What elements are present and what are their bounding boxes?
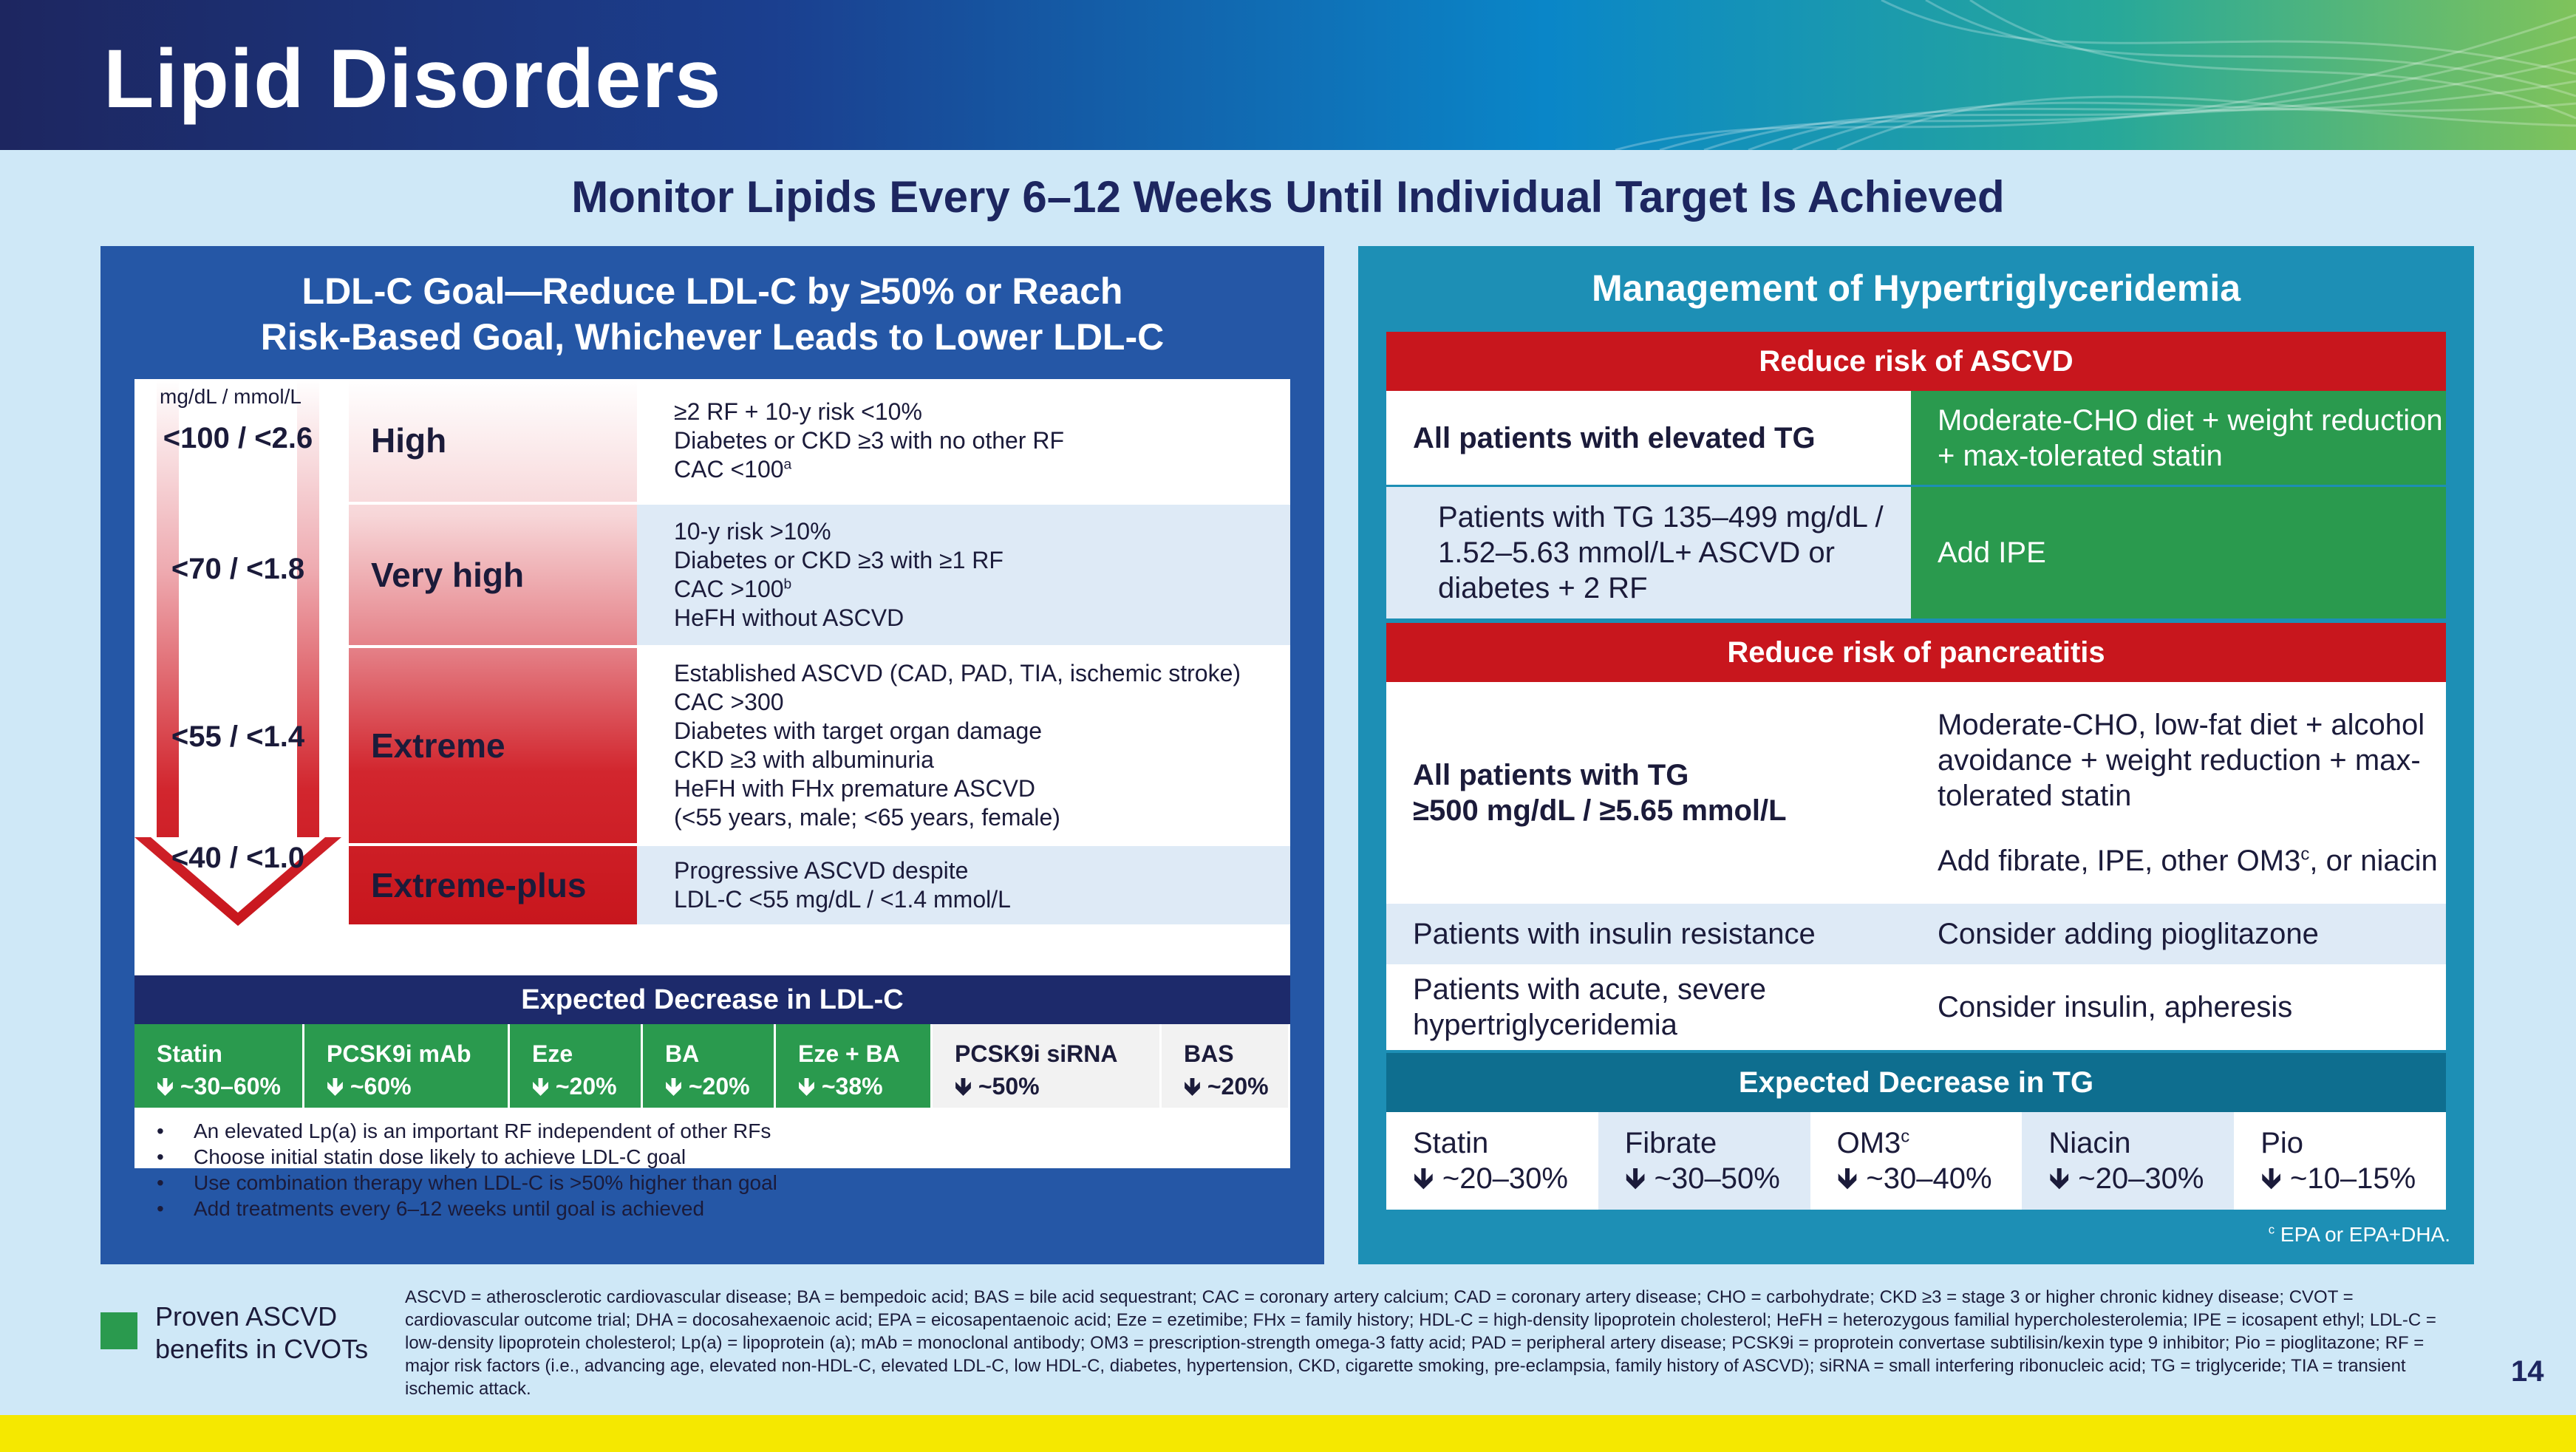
footnote-ab: a And <75th age/sex percentile. b Or ≥75… <box>726 931 1290 955</box>
hypertriglyceridemia-panel: Management of Hypertriglyceridemia Reduc… <box>1358 246 2474 1264</box>
row-acute-severe-label: Patients with acute, severe hypertriglyc… <box>1386 964 1911 1050</box>
tg-decrease-cell: Pio 🡻 ~10–15% <box>2234 1112 2446 1210</box>
footnote-c: c EPA or EPA+DHA. <box>2268 1222 2450 1246</box>
drug-name: PCSK9i siRNA <box>955 1040 1118 1067</box>
units-label: mg/dL / mmol/L <box>160 385 301 408</box>
tg-decrease-title: Expected Decrease in TG <box>1386 1053 2446 1112</box>
tg-drug-name: Pio <box>2260 1127 2303 1159</box>
drug-decrease-value: 🡻 ~20% <box>665 1073 750 1100</box>
category-high: High <box>371 421 447 460</box>
ldl-notes-list: An elevated Lp(a) is an important RF ind… <box>134 1108 1290 1221</box>
ldl-decrease-cell: PCSK9i mAb 🡻 ~60% <box>304 1024 510 1108</box>
abbreviations-footnote: ASCVD = atherosclerotic cardiovascular d… <box>405 1287 2436 1399</box>
tg-decrease-cell: Statin 🡻 ~20–30% <box>1386 1112 1598 1210</box>
tg-expected-decrease: Expected Decrease in TG Statin 🡻 ~20–30% F… <box>1386 1053 2446 1210</box>
category-very-high: Very high <box>371 556 525 594</box>
criteria-extreme-plus: Progressive ASCVD despite LDL-C <55 mg/d… <box>637 846 1290 924</box>
criteria-extreme: Established ASCVD (CAD, PAD, TIA, ischem… <box>674 660 1241 831</box>
tg-decrease-value: 🡻 ~30–50% <box>1624 1162 1780 1195</box>
drug-decrease-value: 🡻 ~38% <box>798 1073 883 1100</box>
header-banner: Lipid Disorders <box>0 0 2576 150</box>
ldl-decrease-title: Expected Decrease in LDL-C <box>134 975 1290 1024</box>
tg-drug-name: OM3c <box>1836 1126 1910 1159</box>
drug-decrease-value: 🡻 ~60% <box>327 1073 412 1100</box>
tg-decrease-cell: Niacin 🡻 ~20–30% <box>2022 1112 2235 1210</box>
pancreatitis-section-title: Reduce risk of pancreatitis <box>1386 623 2446 682</box>
drug-decrease-value: 🡻 ~20% <box>1184 1073 1269 1100</box>
list-item: Choose initial statin dose likely to ach… <box>157 1144 1290 1170</box>
target-value-high: <100 / <2.6 <box>163 422 313 454</box>
ascvd-section-title: Reduce risk of ASCVD <box>1386 332 2446 391</box>
ldl-decrease-row: Statin 🡻 ~30–60% PCSK9i mAb 🡻 ~60% Eze 🡻 ~20%… <box>134 1024 1290 1108</box>
ldl-goal-table: mg/dL / mmol/L <100 / <2.6 <70 / <1.8 <5… <box>134 379 1290 1220</box>
target-value-extreme: <55 / <1.4 <box>171 720 305 753</box>
tg-decrease-cell: OM3c 🡻 ~30–40% <box>1810 1112 2023 1210</box>
page-number: 14 <box>2511 1355 2544 1388</box>
category-extreme: Extreme <box>371 726 505 765</box>
row-elevated-tg-label: All patients with elevated TG <box>1386 391 1911 485</box>
ldl-goal-panel: LDL-C Goal—Reduce LDL-C by ≥50% or Reach… <box>100 246 1324 1264</box>
tg-drug-name: Statin <box>1413 1127 1489 1159</box>
row-insulin-resistance-label: Patients with insulin resistance <box>1386 904 1911 964</box>
criteria-high: ≥2 RF + 10-y risk <10% Diabetes or CKD ≥… <box>674 398 1064 483</box>
tg-decrease-value: 🡻 ~20–30% <box>2048 1162 2204 1195</box>
tg-decrease-value: 🡻 ~20–30% <box>1413 1162 1568 1195</box>
tg-decrease-value: 🡻 ~10–15% <box>2260 1162 2416 1195</box>
hypertriglyceridemia-heading: Management of Hypertriglyceridemia <box>1591 267 2241 309</box>
tg-decrease-row: Statin 🡻 ~20–30% Fibrate 🡻 ~30–50% OM3c 🡻 ~30… <box>1386 1112 2446 1210</box>
risk-category-column: High Very high Extreme Extreme-plus <box>349 379 637 924</box>
drug-name: Statin <box>157 1040 222 1067</box>
ldl-goal-heading-line1: LDL-C Goal—Reduce LDL-C by ≥50% or Reach <box>301 270 1123 312</box>
list-item: Use combination therapy when LDL-C is >5… <box>157 1170 1290 1196</box>
legend-green-swatch <box>100 1312 137 1349</box>
drug-name: Eze <box>532 1040 573 1067</box>
row-insulin-resistance-treatment: Consider adding pioglitazone <box>1911 904 2446 964</box>
criteria-very-high: 10-y risk >10% Diabetes or CKD ≥3 with ≥… <box>637 505 1290 645</box>
tg-drug-name: Fibrate <box>1624 1127 1717 1159</box>
ldl-decrease-cell: PCSK9i siRNA 🡻 ~50% <box>933 1024 1162 1108</box>
risk-arrow: mg/dL / mmol/L <100 / <2.6 <70 / <1.8 <5… <box>134 379 341 926</box>
page-title: Lipid Disorders <box>103 33 722 125</box>
ldl-goal-heading-line2: Risk-Based Goal, Whichever Leads to Lowe… <box>260 316 1165 358</box>
drug-name: BA <box>665 1040 700 1067</box>
list-item: An elevated Lp(a) is an important RF ind… <box>157 1118 1290 1144</box>
row-tg-500-treatment: Moderate-CHO, low-fat diet + alcohol avo… <box>1911 682 2446 904</box>
ldl-decrease-cell: BA 🡻 ~20% <box>643 1024 776 1108</box>
drug-name: BAS <box>1184 1040 1234 1067</box>
legend-label: Proven ASCVD benefits in CVOTs <box>155 1301 369 1364</box>
row-elevated-tg-treatment: Moderate-CHO diet + weight reduction + m… <box>1911 391 2446 485</box>
page-subtitle: Monitor Lipids Every 6–12 Weeks Until In… <box>571 172 2005 222</box>
drug-name: Eze + BA <box>798 1040 900 1067</box>
ldl-expected-decrease: Expected Decrease in LDL-C Statin 🡻 ~30–6… <box>134 975 1290 1220</box>
drug-decrease-value: 🡻 ~50% <box>955 1073 1040 1100</box>
row-tg-135-499-treatment: Add IPE <box>1911 487 2446 618</box>
drug-decrease-value: 🡻 ~30–60% <box>157 1073 281 1100</box>
arrow-center-mask <box>151 379 325 913</box>
target-value-extreme-plus: <40 / <1.0 <box>171 842 305 874</box>
tg-decrease-cell: Fibrate 🡻 ~30–50% <box>1598 1112 1810 1210</box>
pancreatitis-section: Reduce risk of pancreatitis All patients… <box>1386 623 2446 1050</box>
ascvd-section: Reduce risk of ASCVD All patients with e… <box>1386 332 2446 618</box>
tg-decrease-value: 🡻 ~30–40% <box>1836 1162 1992 1195</box>
drug-decrease-value: 🡻 ~20% <box>532 1073 617 1100</box>
target-value-very-high: <70 / <1.8 <box>171 553 305 585</box>
row-acute-severe-treatment: Consider insulin, apheresis <box>1911 964 2446 1050</box>
ldl-decrease-cell: Statin 🡻 ~30–60% <box>134 1024 304 1108</box>
ldl-decrease-cell: BAS 🡻 ~20% <box>1162 1024 1290 1108</box>
ldl-goal-heading: LDL-C Goal—Reduce LDL-C by ≥50% or Reach… <box>100 268 1324 360</box>
ldl-decrease-cell: Eze 🡻 ~20% <box>510 1024 643 1108</box>
ldl-decrease-cell: Eze + BA 🡻 ~38% <box>776 1024 933 1108</box>
wave-pattern-decoration <box>1615 0 2576 150</box>
category-extreme-plus: Extreme-plus <box>371 866 587 904</box>
tg-drug-name: Niacin <box>2048 1127 2131 1159</box>
drug-name: PCSK9i mAb <box>327 1040 471 1067</box>
row-tg-135-499-label: Patients with TG 135–499 mg/dL / 1.52–5.… <box>1386 487 1911 618</box>
bottom-accent-bar <box>0 1415 2576 1452</box>
row-tg-500-label: All patients with TG ≥500 mg/dL / ≥5.65 … <box>1386 682 1911 904</box>
list-item: Add treatments every 6–12 weeks until go… <box>157 1196 1290 1221</box>
